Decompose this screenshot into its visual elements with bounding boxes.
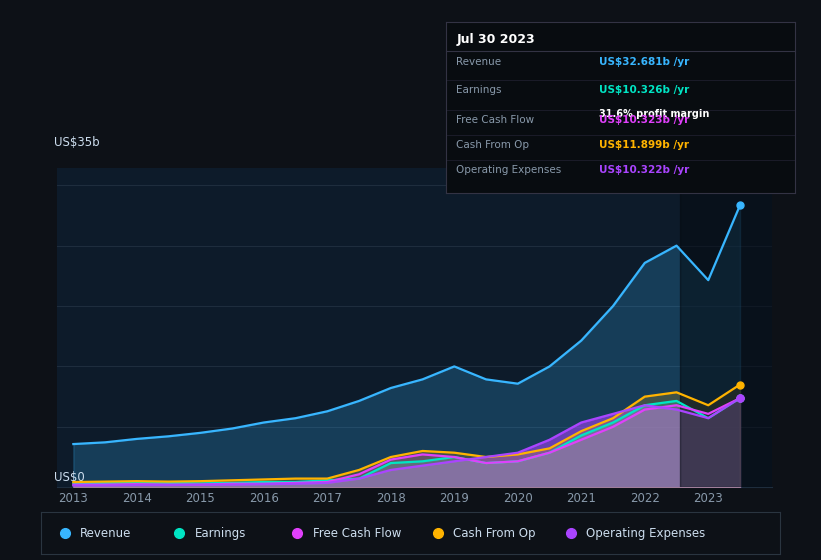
Bar [680,168,778,487]
Text: Free Cash Flow: Free Cash Flow [456,115,534,125]
Text: Earnings: Earnings [195,527,246,540]
Text: US$0: US$0 [54,471,85,484]
Text: Earnings: Earnings [456,85,502,95]
Text: US$11.899b /yr: US$11.899b /yr [599,140,690,150]
Text: Jul 30 2023: Jul 30 2023 [456,32,535,46]
Text: Operating Expenses: Operating Expenses [456,165,562,175]
Text: Revenue: Revenue [456,57,502,67]
Text: US$10.326b /yr: US$10.326b /yr [599,85,690,95]
Text: 31.6% profit margin: 31.6% profit margin [599,109,709,119]
Text: US$10.323b /yr: US$10.323b /yr [599,115,690,125]
Text: Free Cash Flow: Free Cash Flow [313,527,401,540]
Text: Operating Expenses: Operating Expenses [586,527,705,540]
Text: Cash From Op: Cash From Op [453,527,536,540]
Text: US$32.681b /yr: US$32.681b /yr [599,57,690,67]
Text: US$35b: US$35b [54,136,99,149]
Text: Cash From Op: Cash From Op [456,140,530,150]
Text: US$10.322b /yr: US$10.322b /yr [599,165,690,175]
Text: Revenue: Revenue [80,527,131,540]
